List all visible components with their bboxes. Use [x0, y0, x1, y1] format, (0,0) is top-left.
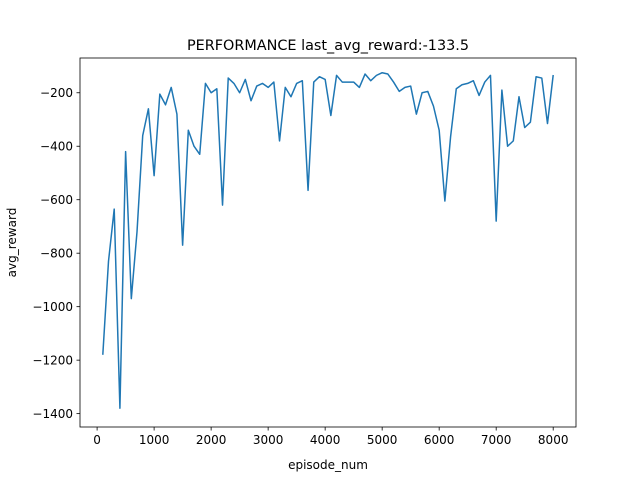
- plot-area: 0 1000 2000 3000 4000 5000 6000 7000 8000 −1400−…: [32, 57, 577, 447]
- x-axis-label: episode_num: [288, 458, 368, 472]
- x-tick-label: 7000: [481, 433, 512, 447]
- y-tick-label: −1400: [32, 407, 73, 421]
- chart-title: PERFORMANCE last_avg_reward:-133.5: [187, 38, 469, 54]
- y-tick-label: −1200: [32, 353, 73, 367]
- x-axis-ticks: 0 1000 2000 3000 4000 5000 6000 7000 8000: [93, 427, 568, 447]
- series-line: [102, 71, 554, 410]
- x-tick-label: 1000: [139, 433, 170, 447]
- y-tick-label: −800: [40, 246, 73, 260]
- x-tick-label: 4000: [310, 433, 341, 447]
- y-tick-label: −200: [40, 86, 73, 100]
- x-tick-label: 2000: [196, 433, 227, 447]
- x-tick-label: 6000: [424, 433, 455, 447]
- x-tick-label: 3000: [253, 433, 284, 447]
- x-tick-label: 8000: [538, 433, 569, 447]
- x-tick-label: 0: [93, 433, 101, 447]
- y-tick-label: −400: [40, 140, 73, 154]
- axes-frame: [79, 57, 577, 428]
- y-tick-label: −1000: [32, 300, 73, 314]
- y-axis-ticks: −1400 −1200 −1000 −800 −600 −400 −200: [32, 86, 80, 421]
- y-axis-label: avg_reward: [5, 208, 19, 278]
- y-tick-label: −600: [40, 193, 73, 207]
- x-tick-label: 5000: [367, 433, 398, 447]
